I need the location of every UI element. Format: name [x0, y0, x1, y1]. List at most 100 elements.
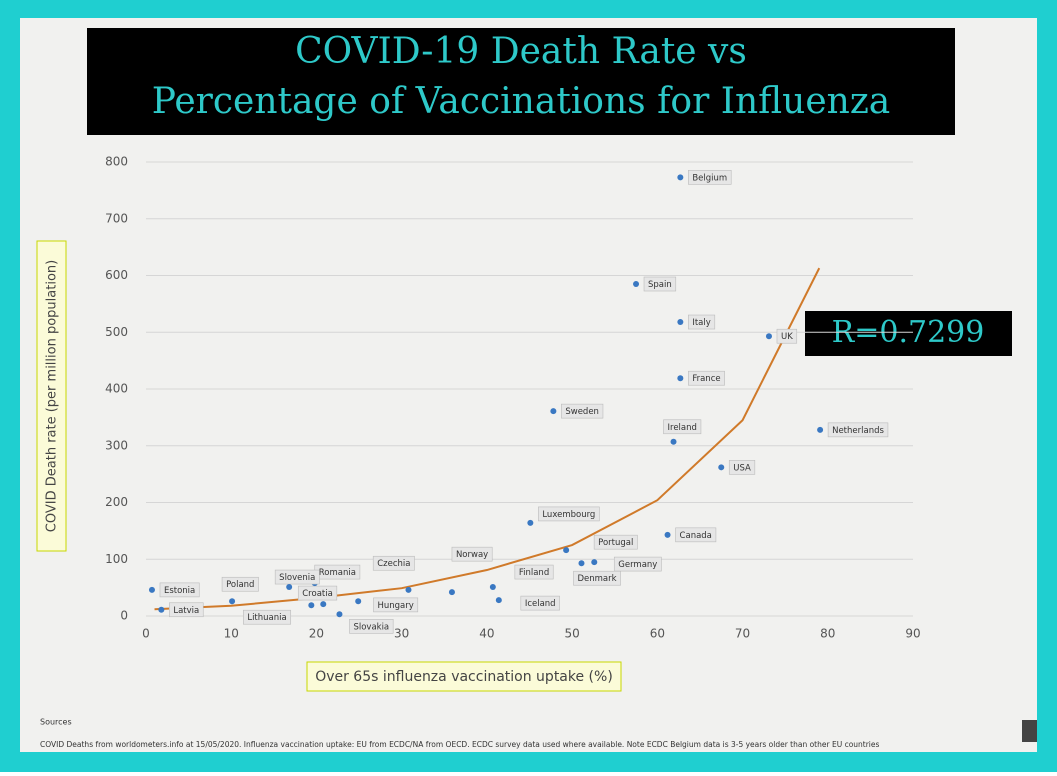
point [405, 586, 412, 593]
label-box [243, 609, 292, 625]
label-box [643, 276, 677, 292]
point-label: Finland [514, 564, 554, 580]
y-tick-label: 0 [120, 609, 128, 623]
x-axis-label: Over 65s influenza vaccination uptake (%… [315, 669, 613, 685]
point-label-text: UK [781, 332, 793, 342]
point-label: Belgium [688, 170, 732, 185]
point-label-text: Germany [618, 560, 657, 570]
label-box [688, 314, 716, 330]
point-label: Denmark [573, 570, 621, 586]
y-label-box [36, 240, 67, 552]
x-tick-label: 60 [650, 627, 665, 641]
point-label: Spain [643, 276, 677, 292]
point-label: France [688, 370, 725, 386]
point [229, 598, 236, 605]
label-box [538, 506, 600, 522]
point-label-text: Ireland [668, 423, 697, 433]
label-box [593, 534, 638, 550]
x-tick-label: 50 [564, 627, 579, 641]
label-box [274, 569, 320, 585]
panel [20, 18, 1037, 752]
point [664, 531, 671, 538]
point-label-text: Romania [319, 568, 356, 578]
label-box [159, 582, 200, 598]
point [489, 584, 496, 591]
label-box [573, 570, 621, 586]
point-label: Portugal [593, 534, 638, 550]
point-label-text: Netherlands [832, 426, 884, 436]
x-tick-label: 70 [735, 627, 750, 641]
label-box [297, 585, 338, 601]
point [148, 586, 155, 593]
x-tick-label: 40 [479, 627, 494, 641]
point-label-text: Denmark [577, 574, 616, 584]
point-label: Germany [613, 556, 662, 572]
point [527, 519, 534, 526]
point-label: UK [776, 328, 798, 344]
point-label-text: Slovakia [353, 622, 389, 632]
point [677, 174, 684, 181]
label-box [663, 419, 702, 435]
point-label-text: Finland [519, 568, 549, 578]
y-tick-label: 400 [105, 382, 128, 396]
point [448, 589, 455, 596]
point-label-text: Sweden [565, 407, 599, 417]
point-label: Czechia [372, 555, 415, 571]
point [158, 606, 165, 613]
point-label-text: Czechia [377, 559, 410, 569]
chart-title: COVID-19 Death Rate vs [295, 31, 747, 72]
point-label: Slovakia [349, 618, 394, 634]
point-label-text: Poland [226, 580, 254, 590]
point [286, 584, 293, 591]
label-box [688, 370, 725, 386]
point-label-text: Iceland [525, 599, 556, 609]
y-tick-label: 100 [105, 552, 128, 566]
point [320, 601, 327, 608]
point-label: Lithuania [243, 609, 292, 625]
label-box [451, 546, 493, 562]
x-tick-label: 30 [394, 627, 409, 641]
point-label: USA [728, 460, 756, 475]
x-label-box [306, 661, 622, 692]
point-label: Estonia [159, 582, 200, 598]
x-tick-label: 0 [142, 627, 150, 641]
label-box [561, 403, 604, 419]
label-box [372, 555, 415, 571]
label-box [221, 576, 259, 592]
point-label-text: Spain [648, 280, 672, 290]
label-box [688, 170, 732, 185]
point [718, 464, 725, 471]
x-tick-label: 80 [820, 627, 835, 641]
point [591, 559, 598, 566]
label-box [349, 618, 394, 634]
sources: COVID Deaths from worldometers.info at 1… [40, 740, 880, 749]
y-axis-label: COVID Death rate (per million population… [45, 260, 60, 532]
sources-heading: Sources [40, 718, 72, 727]
trendline [154, 267, 821, 611]
point-label-text: Hungary [377, 601, 413, 611]
point [670, 438, 677, 445]
point-label-text: Norway [456, 550, 488, 560]
point-label: Canada [675, 527, 717, 543]
point-label-text: Italy [692, 318, 710, 328]
label-box [520, 595, 560, 611]
title-box [87, 28, 955, 135]
point-label: Hungary [373, 597, 419, 613]
y-tick-label: 700 [105, 211, 128, 225]
label-box [827, 422, 889, 438]
point-label-text: Estonia [164, 586, 195, 596]
y-tick-label: 800 [105, 155, 128, 169]
y-tick-label: 600 [105, 268, 128, 282]
label-box [776, 328, 798, 344]
point-label: Netherlands [827, 422, 889, 438]
x-tick-label: 90 [905, 627, 920, 641]
point-label: Romania [314, 564, 361, 580]
point-label: Slovenia [274, 569, 320, 585]
nav-button[interactable] [1022, 720, 1037, 742]
label-box [514, 564, 554, 580]
point-label-text: Luxembourg [542, 510, 595, 520]
label-box [373, 597, 419, 613]
point-label-text: Portugal [598, 538, 633, 548]
point-label-text: Canada [680, 531, 712, 541]
